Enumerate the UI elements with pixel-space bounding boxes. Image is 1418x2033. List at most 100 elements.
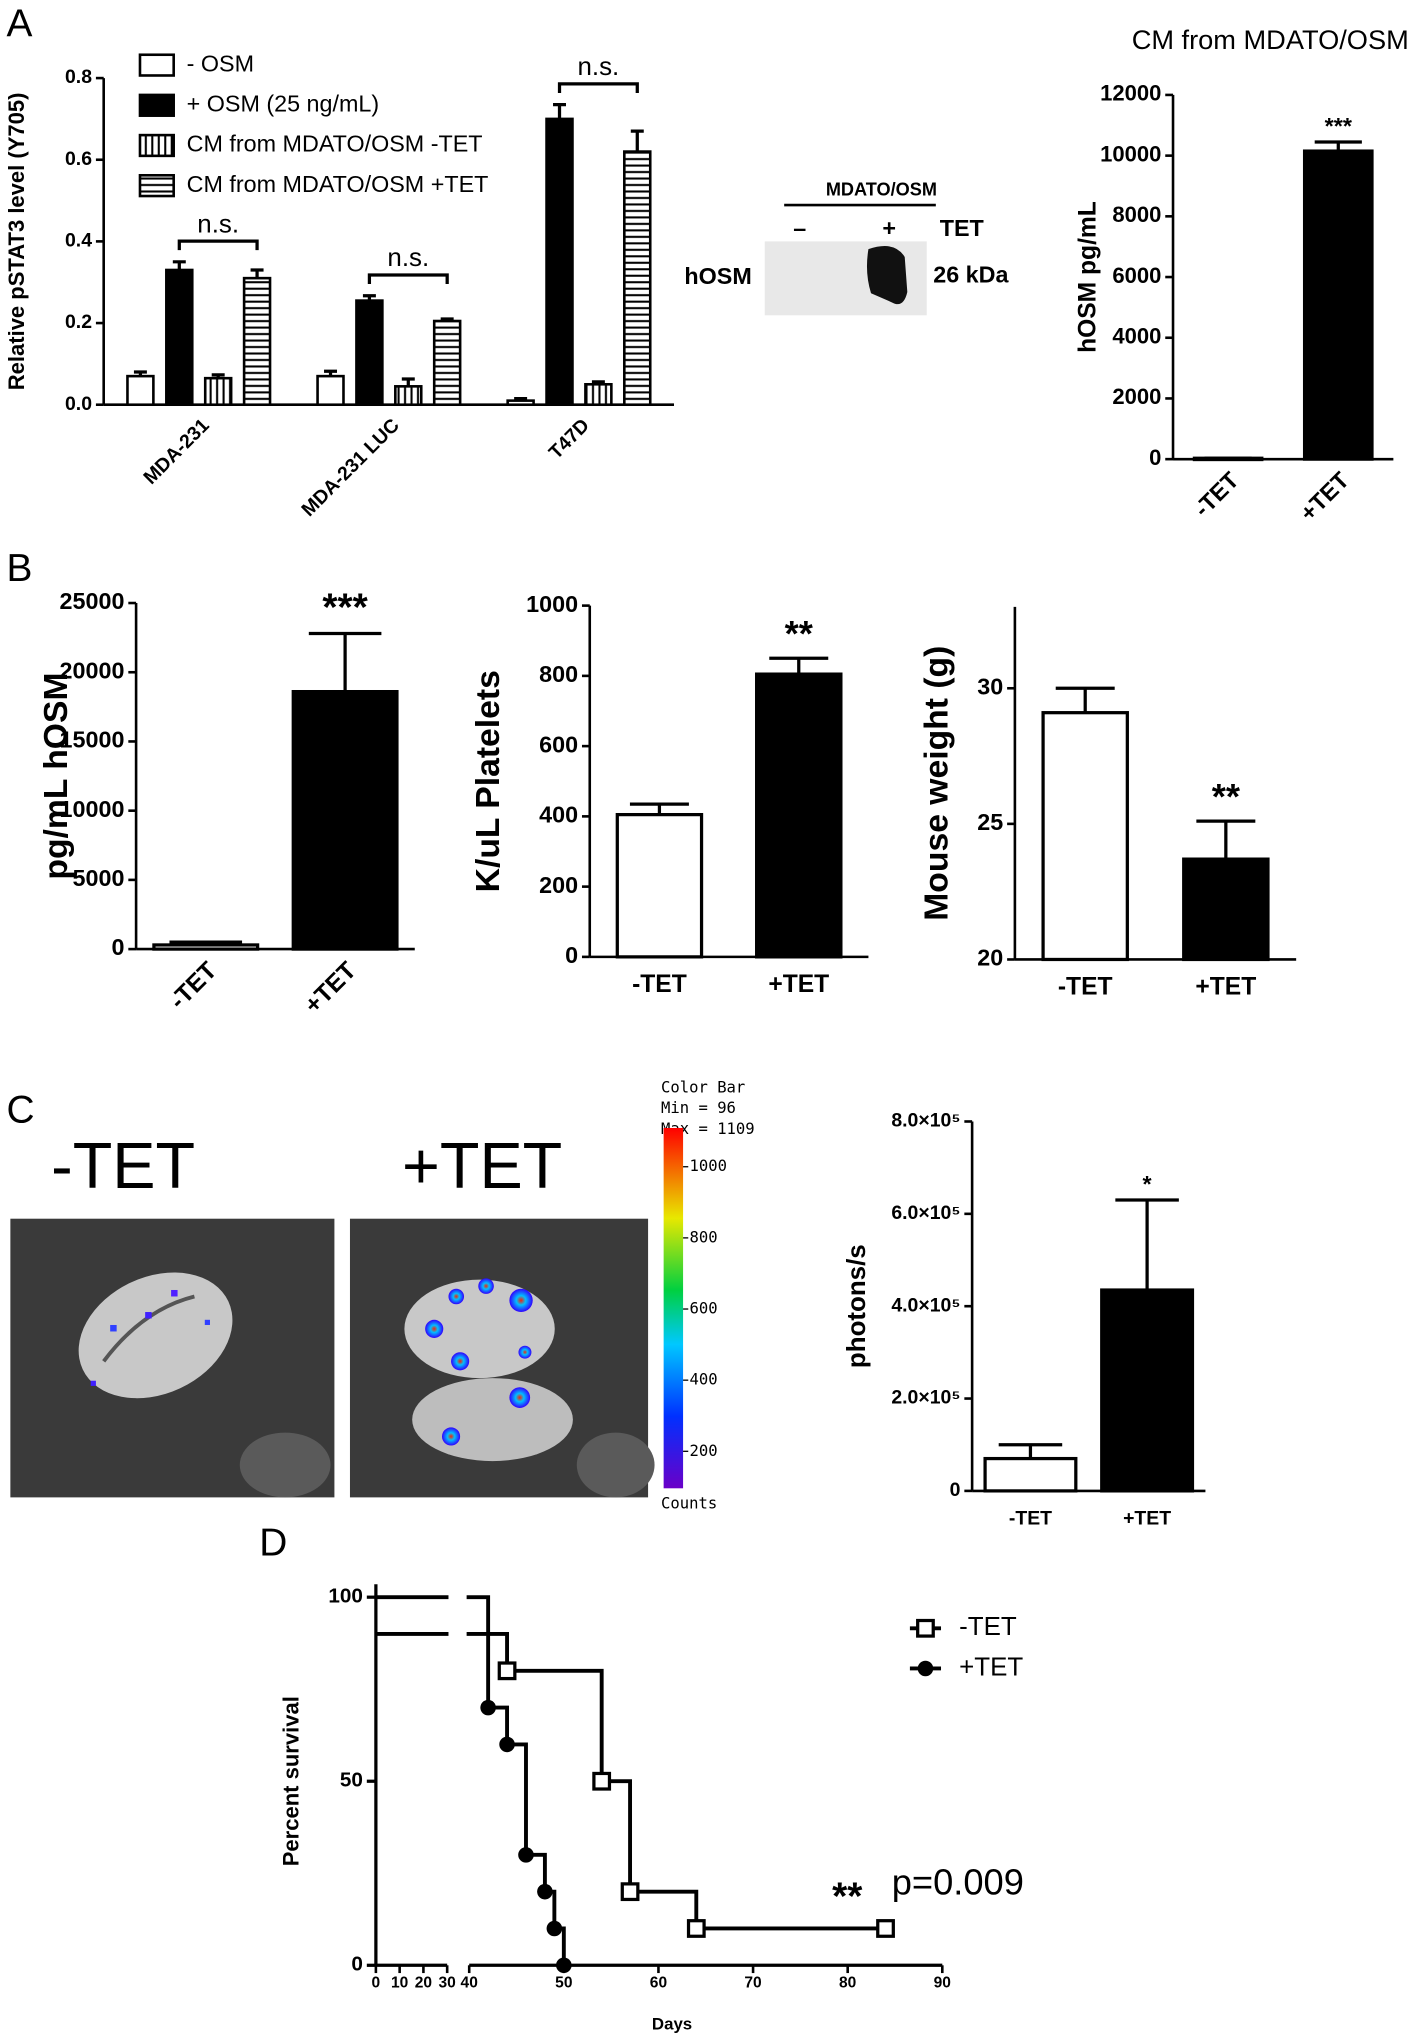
- annotation: ***: [1325, 113, 1353, 139]
- colorbar-tick-label: 400: [690, 1371, 718, 1389]
- bar: [316, 374, 345, 407]
- y-axis-label: Relative pSTAT3 level (Y705): [4, 93, 29, 391]
- bar: [165, 268, 194, 407]
- annotation: **: [832, 1875, 863, 1918]
- bar: [1100, 1288, 1195, 1493]
- bar: [152, 943, 260, 951]
- y-tick-label: 0: [111, 934, 124, 960]
- error-bar: [169, 940, 243, 945]
- treatment-label: TET: [940, 215, 984, 241]
- signal: [478, 1278, 494, 1294]
- annotation: ***: [322, 586, 368, 629]
- error-bar: [998, 1443, 1063, 1459]
- y-axis-label: Mouse weight (g): [917, 646, 955, 921]
- legend-swatch: [138, 93, 175, 117]
- panel-label: A: [6, 2, 32, 45]
- blot-title: MDATO/OSM: [826, 180, 937, 200]
- chart-title: CM from MDATO/OSM: [1132, 24, 1409, 55]
- panel-label: D: [259, 1522, 287, 1565]
- signal: [509, 1387, 531, 1408]
- background-tissue: [576, 1432, 655, 1498]
- y-tick-label: 25: [977, 809, 1003, 835]
- marker: [497, 1661, 517, 1681]
- significance-bracket: [177, 239, 259, 251]
- marker: [537, 1883, 553, 1900]
- colorbar-tick-label: 800: [690, 1228, 718, 1246]
- x-tick-label: -TET: [1009, 1508, 1052, 1530]
- x-tick-label: 70: [744, 1975, 762, 1992]
- error-bar: [769, 656, 829, 675]
- x-tick-label: 50: [555, 1975, 573, 1992]
- annotation: p=0.009: [892, 1862, 1024, 1903]
- error-bar: [1055, 686, 1115, 713]
- bar: [623, 150, 652, 407]
- signal: [171, 1289, 178, 1297]
- axis-break: [448, 1577, 467, 1959]
- y-tick-label: 2.0×10⁵: [891, 1387, 960, 1409]
- blot: MDATO/OSM – + TET hOSM 26 kDa: [684, 180, 1009, 316]
- y-tick-label: 200: [539, 872, 578, 898]
- y-tick-label: 0.2: [65, 311, 92, 333]
- imaging: -TET +TET Color Bar Min = 96 Max = 1109 …: [10, 1078, 755, 1512]
- bar: [1302, 149, 1374, 461]
- bar: [1041, 711, 1129, 962]
- marker: [556, 1957, 572, 1974]
- organ: [412, 1378, 573, 1462]
- error-bar: [172, 260, 186, 270]
- x-axis-label: Days: [652, 2014, 692, 2033]
- annotation: **: [1212, 776, 1241, 817]
- y-tick-label: 0.4: [65, 230, 92, 252]
- error-bar: [591, 380, 605, 385]
- signal: [448, 1288, 465, 1305]
- organ-detail: [102, 1294, 195, 1363]
- colorbar-title: Color Bar: [661, 1078, 745, 1096]
- error-bar: [630, 129, 644, 152]
- y-tick-label: 10000: [60, 796, 125, 822]
- marker: [620, 1882, 640, 1902]
- signal: [451, 1352, 470, 1371]
- legend-swatch: [138, 53, 175, 77]
- y-tick-label: 5000: [73, 865, 125, 891]
- error-bar: [1314, 140, 1362, 152]
- y-tick-label: 100: [328, 1585, 363, 1608]
- error-bar: [211, 373, 225, 379]
- bar: [983, 1456, 1078, 1493]
- y-tick-label: 0.8: [65, 66, 92, 88]
- annotation: n.s.: [578, 53, 620, 81]
- y-tick-label: 0: [351, 1953, 363, 1976]
- legend-label: -TET: [959, 1613, 1017, 1641]
- y-tick-label: 10000: [1100, 141, 1161, 166]
- legend-label: + OSM (25 ng/mL): [187, 90, 380, 116]
- image-label: +TET: [402, 1129, 562, 1202]
- blot-band: [866, 245, 908, 305]
- bar: [291, 689, 399, 951]
- y-tick-label: 0: [950, 1479, 961, 1501]
- colorbar-tick-label: 600: [690, 1300, 718, 1318]
- annotation: *: [1143, 1171, 1153, 1197]
- bar: [394, 385, 423, 407]
- marker: [876, 1919, 895, 1938]
- legend-label: +TET: [959, 1653, 1023, 1681]
- survival-curve: [375, 1632, 886, 1931]
- significance-bracket: [557, 82, 639, 93]
- signal: [425, 1319, 444, 1338]
- x-tick-label: 60: [650, 1975, 668, 1992]
- annotation: n.s.: [387, 244, 429, 272]
- marker: [686, 1919, 706, 1938]
- colorbar-max: Max = 1109: [661, 1120, 755, 1138]
- x-tick-label: +TET: [1123, 1508, 1171, 1530]
- bar: [545, 117, 574, 407]
- error-bar: [250, 268, 264, 279]
- bar: [584, 383, 613, 407]
- y-tick-label: 400: [539, 802, 578, 828]
- size-label: 26 kDa: [933, 262, 1009, 288]
- background-tissue: [239, 1432, 331, 1498]
- x-tick-label: +TET: [768, 971, 829, 998]
- y-tick-label: 600: [539, 731, 578, 757]
- marker: [546, 1920, 563, 1937]
- error-bar: [553, 102, 566, 119]
- legend-swatch: [138, 173, 175, 198]
- y-axis-label: photons/s: [843, 1244, 871, 1368]
- marker: [518, 1847, 534, 1863]
